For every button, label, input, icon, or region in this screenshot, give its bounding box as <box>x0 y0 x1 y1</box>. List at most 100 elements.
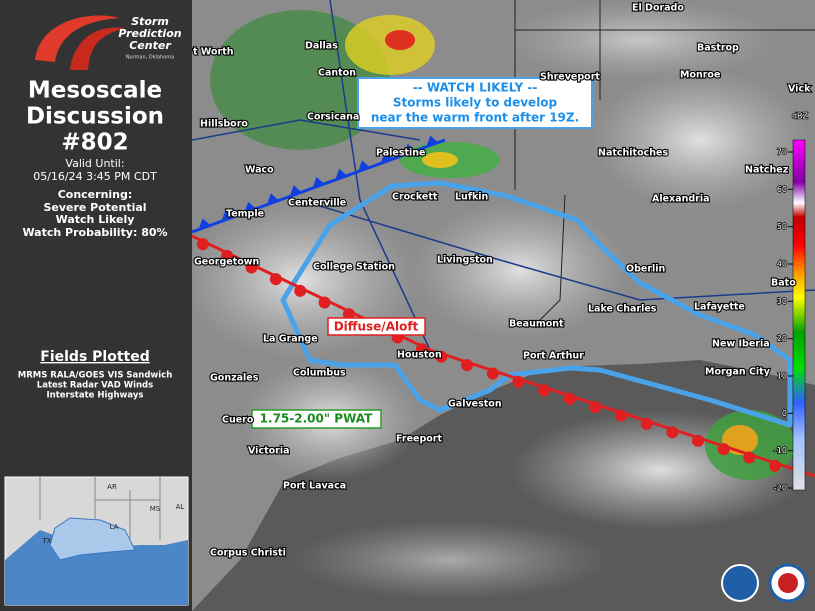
cold-front-pip <box>221 210 234 222</box>
city-label: Georgetown <box>194 257 260 268</box>
colorbar-tick-label: -20 <box>774 484 787 493</box>
logo-swoosh <box>35 15 120 62</box>
warm-front-pip <box>640 417 653 430</box>
warm-front-pip <box>666 426 679 439</box>
front-box <box>327 317 426 336</box>
warm-front-pip <box>245 261 258 274</box>
warm-front-pip <box>221 249 234 262</box>
warm-front-pip <box>461 359 474 372</box>
city-label: Dallas <box>305 41 338 52</box>
cold-front-pip <box>426 135 439 147</box>
pwat-box <box>251 409 382 429</box>
cold-front-pip <box>358 160 371 172</box>
warm-front-pip <box>743 451 756 464</box>
field: MRMS RALA/GOES VIS Sandwich <box>18 371 173 381</box>
clouds <box>192 0 810 600</box>
colorbar-tick-label: 10 <box>777 372 787 381</box>
city-label: Port Lavaca <box>283 481 346 492</box>
concerning: Watch Likely <box>56 213 135 226</box>
valid-time: 05/16/24 3:45 PM CDT <box>33 170 157 183</box>
city-label: Canton <box>318 68 356 79</box>
map <box>192 0 815 611</box>
cold-front-pip <box>266 193 279 205</box>
colorbar-tick-label: 50 <box>777 222 787 231</box>
city-label: Temple <box>226 209 264 220</box>
city-label: Corsicana <box>307 112 359 123</box>
warm-front-pip <box>692 434 705 447</box>
city-label: Natchez <box>745 165 789 176</box>
city-label: Livingston <box>437 255 493 266</box>
city-label: Morgan City <box>705 367 771 378</box>
front-label: Diffuse/Aloft <box>334 320 419 334</box>
colorbar <box>792 139 806 491</box>
city-label: Oberlin <box>626 264 666 275</box>
colorbar-tick-label: 0 <box>782 409 787 418</box>
warm-front-pip <box>538 384 551 397</box>
city-label: Alexandria <box>652 194 710 205</box>
city-label: t Worth <box>193 47 234 58</box>
inset-borders <box>39 477 161 540</box>
concerning: Severe Potential <box>43 201 146 214</box>
logo-text: Prediction <box>118 27 181 40</box>
city-label: Beaumont <box>509 319 564 330</box>
colorbar-tick-label: -10 <box>774 446 787 455</box>
warm-front-pip <box>615 409 628 422</box>
city-label: Victoria <box>248 446 290 457</box>
city-label: Bato <box>771 278 796 289</box>
cold-front-pip <box>244 201 257 213</box>
inset-label: LA <box>110 523 119 531</box>
warm-front-pip <box>196 238 209 251</box>
inset-label: AL <box>176 503 185 511</box>
valid-label: Valid Until: <box>65 157 124 170</box>
warm-front-pip <box>512 375 525 388</box>
warm-front-pip <box>318 296 331 309</box>
warm-front-pip <box>768 459 781 472</box>
warm-front-pip <box>415 343 428 356</box>
city-label: Columbus <box>293 368 346 379</box>
pwat-label: 1.75-2.00" PWAT <box>260 412 373 426</box>
title: Mesoscale <box>28 78 162 104</box>
city-label: Palestine <box>376 148 425 159</box>
inset-map: AR MS AL LA TX <box>4 476 189 606</box>
cold-front-pip <box>289 185 302 197</box>
city-label: Corpus Christi <box>210 548 286 559</box>
watch-line: near the warm front after 19Z. <box>371 111 579 125</box>
inset-label: MS <box>150 505 161 513</box>
city-label: College Station <box>313 262 395 273</box>
cold-front-pip <box>380 152 393 164</box>
warm-front <box>192 234 815 478</box>
logo-swoosh <box>70 27 125 70</box>
logo-subtext: Norman, Oklahoma <box>126 55 175 61</box>
city-label: Shreveport <box>540 72 600 83</box>
city-label: Galveston <box>448 399 502 410</box>
logo-text: Storm <box>131 15 169 28</box>
city-label: Houston <box>397 350 442 361</box>
watch-box <box>357 77 593 129</box>
colorbar-tick-label: 60 <box>777 185 787 194</box>
md-area-outline <box>280 180 793 428</box>
city-label: Bastrop <box>697 43 739 54</box>
spc-logo: Storm Prediction Center Norman, Oklahoma <box>35 15 182 70</box>
colorbar-tick-label: 70 <box>777 148 787 157</box>
city-label: Cuero <box>222 415 254 426</box>
inset-label: AR <box>107 483 117 491</box>
warm-front-pip <box>342 308 355 321</box>
logo-text: Center <box>129 39 171 52</box>
city-label: Waco <box>245 165 274 176</box>
warm-front-pip <box>269 273 282 286</box>
city-label: Crockett <box>392 192 438 203</box>
inset-md-area <box>49 517 136 561</box>
cold-front-pip <box>198 218 211 230</box>
warm-front-pip <box>294 284 307 297</box>
city-label: Vick <box>788 84 811 95</box>
city-label: Centerville <box>288 198 346 209</box>
inset-label: TX <box>41 537 51 545</box>
fields-title: Fields Plotted <box>40 349 149 365</box>
field: Interstate Highways <box>47 391 144 401</box>
city-label: Port Arthur <box>523 351 584 362</box>
city-label: El Dorado <box>632 3 684 14</box>
warm-front-pip <box>563 392 576 405</box>
warm-front-pip <box>717 443 730 456</box>
city-label: Lufkin <box>455 192 489 203</box>
